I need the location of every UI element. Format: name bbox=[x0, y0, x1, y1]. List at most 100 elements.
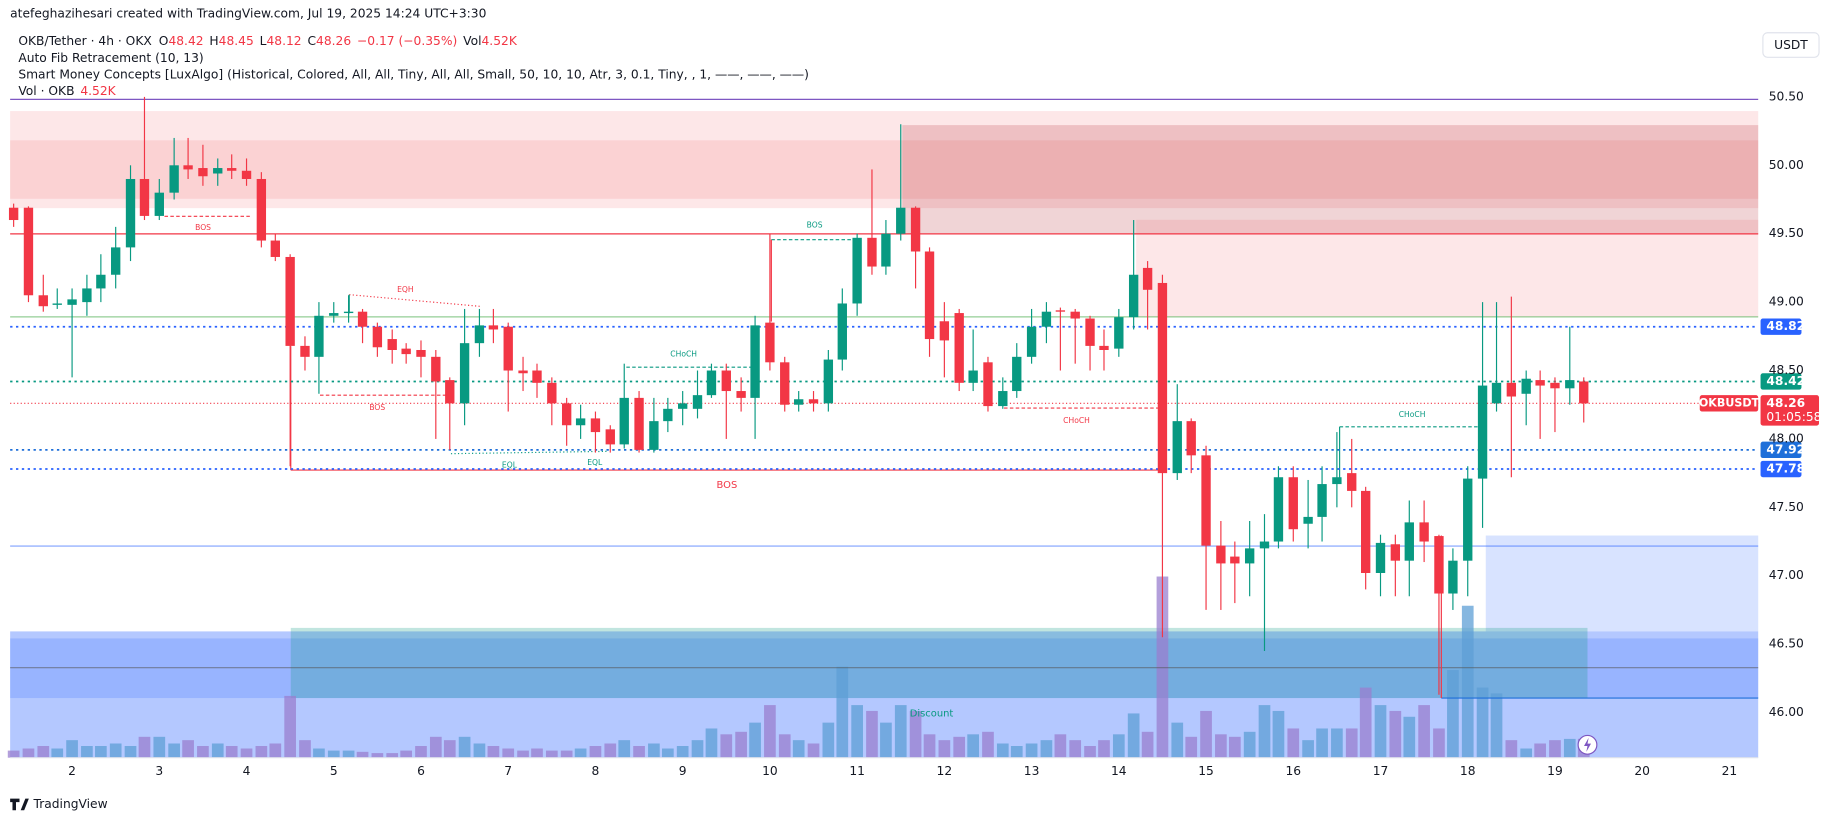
volume-bar bbox=[386, 753, 399, 758]
volume-bar bbox=[1389, 710, 1402, 758]
annotation: BOS bbox=[807, 221, 823, 230]
volume-bar bbox=[240, 748, 253, 758]
price-tag bbox=[1760, 441, 1802, 459]
volume-bar bbox=[66, 740, 78, 758]
candle-body bbox=[910, 207, 921, 252]
candle-body bbox=[67, 299, 77, 305]
x-tick-label: 14 bbox=[1111, 764, 1127, 778]
candle-body bbox=[1434, 536, 1444, 594]
annotation: EQH bbox=[397, 285, 414, 294]
candle-body bbox=[823, 359, 834, 404]
candle-body bbox=[1565, 380, 1575, 389]
candle-body bbox=[852, 237, 862, 304]
candle-body bbox=[954, 313, 964, 383]
volume-bar bbox=[400, 750, 413, 758]
volume-bar bbox=[1418, 705, 1430, 758]
x-tick-label: 2 bbox=[68, 764, 76, 778]
candle-body bbox=[939, 321, 950, 341]
volume-bar bbox=[1185, 736, 1198, 758]
candle-body bbox=[750, 325, 760, 398]
candle-body bbox=[139, 178, 150, 216]
candle-body bbox=[1303, 516, 1313, 524]
volume-bar bbox=[662, 748, 674, 758]
ohlc-value: 48.45 bbox=[219, 33, 254, 47]
x-tick-label: 20 bbox=[1634, 764, 1650, 778]
volume-bar bbox=[923, 734, 936, 758]
candle-body bbox=[38, 295, 48, 307]
candle-body bbox=[1244, 548, 1255, 564]
y-tick-label: 46.00 bbox=[1769, 705, 1804, 719]
candle-body bbox=[896, 207, 906, 234]
volume-bar bbox=[1010, 746, 1023, 758]
volume-bar bbox=[1520, 748, 1533, 758]
candle-body bbox=[1041, 311, 1052, 327]
candle-body bbox=[1230, 556, 1240, 564]
logo bbox=[10, 798, 29, 811]
volume-bar bbox=[371, 753, 384, 758]
vol-value: 4.52K bbox=[482, 33, 518, 47]
volume-bar bbox=[299, 740, 311, 758]
volume-bar bbox=[1359, 687, 1372, 758]
candle-body bbox=[1085, 318, 1095, 346]
y-tick-label: 47.50 bbox=[1769, 500, 1804, 514]
volume-bar bbox=[1505, 740, 1518, 758]
volume-bar bbox=[851, 705, 863, 758]
candle-body bbox=[431, 356, 441, 382]
candle-body bbox=[169, 165, 179, 193]
volume-bar bbox=[648, 743, 660, 758]
indicator: Auto Fib Retracement (10, 13) bbox=[18, 51, 203, 65]
volume-bar bbox=[211, 743, 224, 758]
candle-body bbox=[1070, 311, 1080, 319]
candle-body bbox=[445, 380, 455, 404]
volume-bar bbox=[1374, 705, 1387, 758]
volume-bar bbox=[415, 746, 427, 758]
annotation: CHoCH bbox=[1399, 410, 1426, 419]
volume-legend: Vol · OKB bbox=[18, 84, 74, 98]
x-tick-label: 11 bbox=[849, 764, 865, 778]
volume-bar bbox=[1228, 736, 1241, 758]
x-tick-label: 12 bbox=[937, 764, 953, 778]
currency-button[interactable] bbox=[1762, 32, 1820, 58]
candle-body bbox=[488, 325, 499, 330]
volume-bar bbox=[1112, 734, 1125, 758]
price-tag-label: 48.82 bbox=[1766, 319, 1805, 333]
symbol: OKB/Tether · 4h · OKX bbox=[18, 33, 152, 47]
candle-body bbox=[96, 274, 106, 289]
volume-bar bbox=[967, 734, 979, 758]
candle-body bbox=[1317, 484, 1327, 517]
candle-body bbox=[590, 418, 601, 433]
x-tick-label: 5 bbox=[330, 764, 338, 778]
last-price-tag bbox=[1760, 395, 1820, 426]
candle-body bbox=[983, 362, 993, 407]
volume-bar bbox=[124, 746, 137, 758]
volume-bar bbox=[225, 746, 238, 758]
volume-bar bbox=[574, 748, 587, 758]
candle-body bbox=[1404, 522, 1414, 561]
candle-body bbox=[227, 168, 237, 171]
candle-body bbox=[692, 395, 703, 409]
candle-body bbox=[837, 303, 847, 360]
currency[interactable]: USDT bbox=[1774, 38, 1808, 52]
candle-body bbox=[154, 192, 164, 216]
candle-body bbox=[1521, 378, 1531, 394]
volume-bar bbox=[182, 740, 194, 758]
volume-bar bbox=[1215, 734, 1227, 758]
brand: TradingView bbox=[33, 797, 108, 811]
candle-body bbox=[518, 370, 528, 374]
price-tag-label: 47.92 bbox=[1766, 442, 1805, 456]
volume-bar bbox=[735, 731, 747, 758]
candle-body bbox=[721, 370, 731, 392]
volume-bar bbox=[1403, 716, 1416, 758]
zones bbox=[10, 111, 1759, 758]
candle-body bbox=[547, 382, 557, 404]
volume-bar bbox=[720, 734, 733, 758]
candle-body bbox=[183, 165, 193, 170]
volume-bar bbox=[1302, 740, 1314, 758]
candle-body bbox=[1099, 345, 1109, 350]
demand-zone bbox=[1485, 535, 1759, 632]
annotation: BOS bbox=[369, 403, 385, 412]
event-icon-glyph bbox=[1583, 737, 1592, 752]
ohlc-label: H bbox=[209, 33, 218, 47]
volume-bar bbox=[429, 736, 442, 758]
